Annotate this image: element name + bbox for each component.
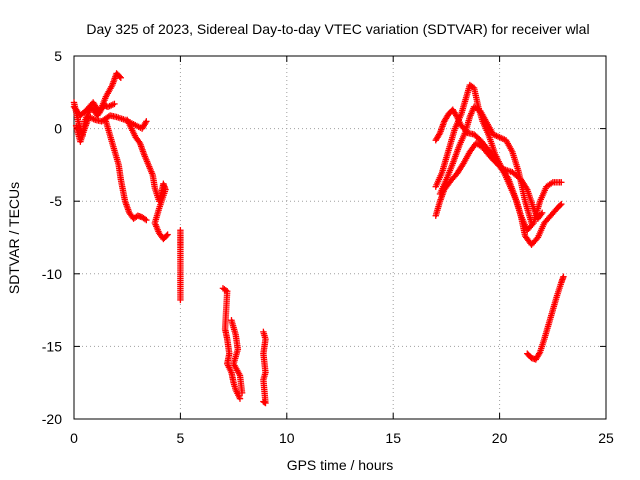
data-point: [141, 215, 149, 223]
series-arc-d: [102, 118, 150, 224]
data-point: [163, 232, 170, 239]
data-point: [238, 389, 246, 397]
axis-ticks: 0 5 10 15 20 25 -20 -15 -10 -5 0 5: [42, 48, 614, 446]
data-point: [260, 398, 267, 405]
series-arc-l: [436, 103, 535, 227]
data-point: [236, 395, 244, 402]
series-arc-k: [432, 139, 565, 248]
x-tick-label: 15: [385, 430, 401, 446]
series-arc-m: [524, 273, 567, 363]
data-point: [528, 219, 535, 227]
x-tick-label: 10: [279, 430, 295, 446]
y-tick-label: -20: [42, 411, 62, 427]
data-points: [70, 70, 567, 407]
data-point: [143, 216, 150, 224]
y-tick-label: 5: [54, 48, 62, 64]
data-point: [560, 273, 567, 280]
data-point: [143, 118, 150, 125]
data-point: [557, 201, 564, 209]
data-point: [261, 399, 268, 406]
y-tick-label: 0: [54, 121, 62, 137]
data-point: [111, 100, 118, 108]
plot-frame: [73, 55, 607, 420]
y-axis-label: SDTVAR / TECUs: [6, 182, 22, 294]
data-point: [558, 179, 565, 186]
y-tick-label: -5: [50, 193, 63, 209]
data-point: [222, 287, 229, 294]
x-tick-label: 25: [598, 430, 614, 446]
y-tick-label: -15: [42, 338, 62, 354]
data-point: [142, 119, 149, 126]
data-point: [538, 209, 546, 217]
data-point: [558, 200, 565, 208]
y-tick-label: -10: [42, 266, 62, 282]
data-point: [529, 221, 536, 228]
x-tick-label: 20: [492, 430, 508, 446]
chart-title: Day 325 of 2023, Sidereal Day-to-day VTE…: [86, 21, 589, 37]
data-point: [533, 235, 540, 243]
data-point: [435, 131, 443, 138]
data-point: [535, 350, 543, 357]
series-arc-g: [219, 285, 246, 402]
x-axis-label: GPS time / hours: [287, 457, 394, 473]
series-arc-f: [177, 227, 184, 304]
data-point: [117, 74, 125, 81]
series-arc-e: [124, 116, 171, 243]
data-point: [116, 73, 123, 80]
data-point: [164, 231, 171, 238]
data-point: [177, 296, 184, 304]
series-arc-h: [260, 328, 269, 407]
x-tick-label: 5: [177, 430, 185, 446]
x-tick-label: 0: [70, 430, 78, 446]
